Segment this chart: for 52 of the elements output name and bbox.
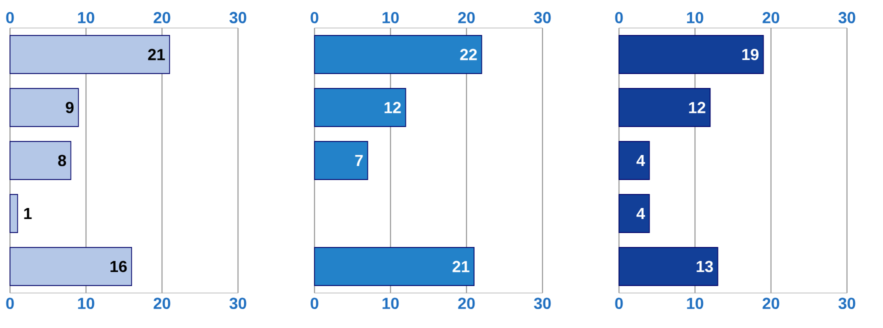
x-tick-label: 30 [838,298,856,310]
x2-tick-label: 20 [762,12,780,24]
x-tick-label: 0 [615,298,623,310]
data-label: 19 [742,48,759,60]
bar [314,88,406,127]
x-tick-label: 0 [6,298,14,310]
data-label: 1 [24,208,32,219]
x2-tick-label: 0 [6,12,14,24]
bar [10,88,79,127]
bar [314,247,474,286]
data-label: 16 [110,260,127,272]
data-label: 4 [636,155,646,166]
data-label: 7 [355,155,363,166]
data-label: 13 [696,260,713,272]
bar [314,35,482,74]
data-label: 9 [66,102,74,114]
x-tick-label: 10 [382,298,399,310]
data-label: 12 [689,102,706,114]
x-tick-label: 0 [310,298,318,310]
x2-tick-label: 30 [229,12,246,24]
bar [10,247,132,286]
x2-tick-label: 10 [78,12,94,24]
data-label: 8 [58,154,66,166]
x2-tick-label: 10 [382,12,399,24]
bar [618,194,650,233]
data-label: 21 [148,48,165,60]
data-label: 22 [460,48,477,60]
x2-tick-label: 10 [687,12,704,24]
x-tick-label: 20 [762,298,780,310]
x2-tick-label: 30 [838,12,856,24]
bar [618,88,711,127]
x2-tick-label: 20 [154,12,170,24]
data-label: 21 [452,260,470,272]
bar [10,35,170,74]
x2-tick-label: 20 [458,12,475,24]
x2-tick-label: 0 [615,12,623,24]
bar [10,141,72,180]
bar [10,194,18,233]
x-tick-label: 30 [534,298,551,310]
x2-tick-label: 30 [534,12,551,24]
bar [314,141,368,180]
data-label: 12 [384,102,401,114]
bar [618,35,764,74]
x2-tick-label: 0 [310,12,318,24]
x-tick-label: 20 [154,298,170,310]
x-tick-label: 10 [687,298,704,310]
x-tick-label: 10 [78,298,94,310]
x-tick-label: 30 [229,298,246,310]
x-tick-label: 20 [458,298,475,310]
bar [618,141,650,180]
data-label: 4 [636,208,646,219]
bar [618,247,718,286]
